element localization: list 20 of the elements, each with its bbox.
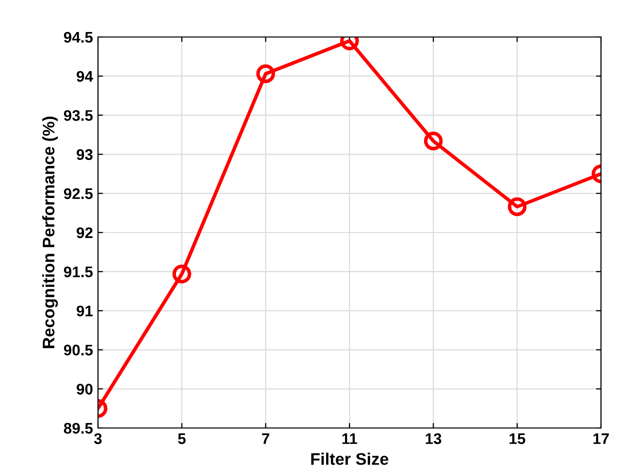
y-tick-label: 94.5 [64, 32, 93, 43]
x-tick-label: 17 [593, 433, 609, 444]
y-tick-label: 90 [76, 384, 93, 395]
y-tick-label: 91.5 [64, 266, 93, 278]
y-tick-label: 94 [76, 70, 94, 82]
x-tick-label: 7 [262, 433, 270, 444]
x-tick-label: 11 [342, 433, 358, 444]
y-tick-label: 91 [76, 306, 93, 316]
y-tick-label: 93.5 [64, 110, 93, 121]
x-tick-label: 15 [510, 433, 526, 444]
x-tick-label: 5 [178, 433, 186, 444]
y-tick-label: 90.5 [64, 344, 93, 356]
y-axis-title: Recognition Performance (%) [42, 116, 58, 348]
x-axis-title: Filter Size [311, 452, 388, 465]
y-tick-label: 92.5 [64, 188, 93, 200]
y-tick-label: 93 [76, 149, 93, 160]
y-tick-label: 92 [76, 227, 93, 238]
x-tick-label: 13 [426, 433, 442, 444]
y-tick-label: 89.5 [64, 422, 93, 434]
x-tick-label: 3 [94, 433, 102, 444]
